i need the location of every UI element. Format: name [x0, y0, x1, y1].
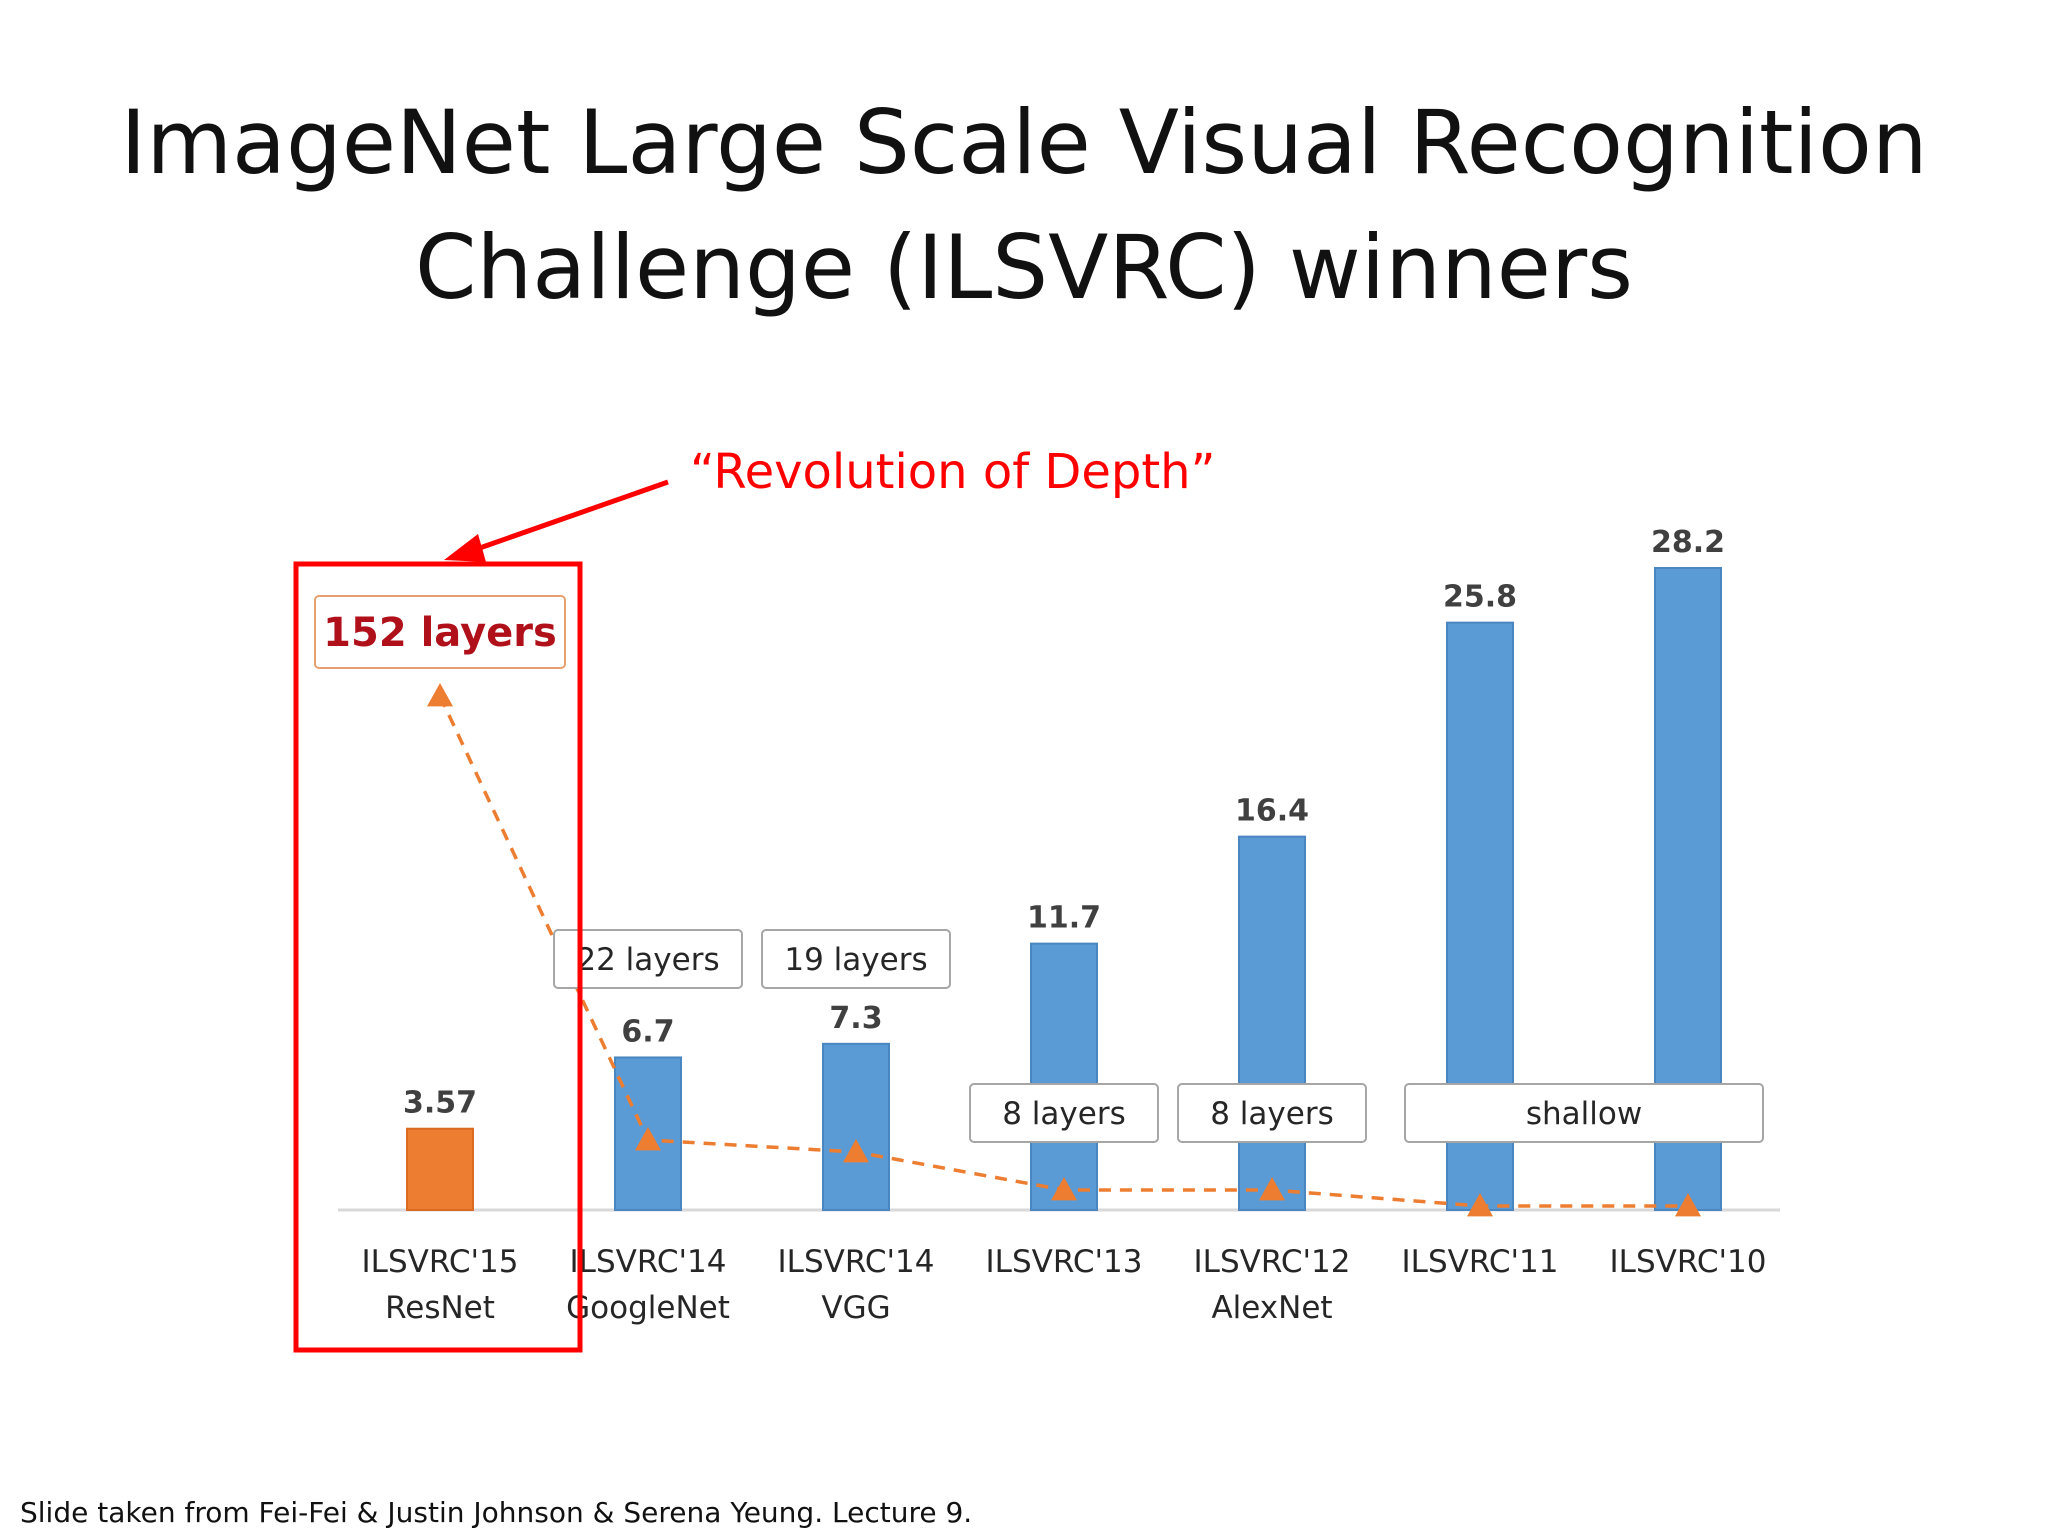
depth-marker	[843, 1139, 869, 1163]
annotation-arrowhead	[444, 534, 486, 562]
bar-value-label: 7.3	[829, 1001, 882, 1036]
layer-label: 152 layers	[323, 610, 557, 656]
annotation-arrow-line	[473, 479, 669, 553]
category-label: ILSVRC'14	[778, 1244, 935, 1280]
category-label: ILSVRC'10	[1610, 1244, 1767, 1280]
layer-label-box	[1404, 1083, 1764, 1143]
depth-marker	[635, 1127, 661, 1151]
annotation-label: “Revolution of Depth”	[690, 444, 1215, 500]
depth-marker	[1259, 1177, 1285, 1201]
bar-value-label: 28.2	[1651, 525, 1725, 560]
category-sublabel: ResNet	[385, 1290, 495, 1326]
bar-value-label: 6.7	[621, 1014, 674, 1049]
layer-label-box	[1177, 1083, 1367, 1143]
slide-title: ImageNet Large Scale Visual Recognition …	[0, 80, 2048, 330]
layer-label-box	[969, 1083, 1159, 1143]
bar	[822, 1042, 890, 1211]
layer-label: 8 layers	[1002, 1096, 1126, 1132]
category-label: ILSVRC'15	[362, 1244, 519, 1280]
category-label: ILSVRC'14	[570, 1244, 727, 1280]
layer-label: shallow	[1526, 1096, 1642, 1132]
category-label: ILSVRC'13	[986, 1244, 1143, 1280]
title-line-2: Challenge (ILSVRC) winners	[415, 216, 1633, 319]
category-sublabel: GoogleNet	[566, 1290, 730, 1326]
layer-label-box	[314, 595, 566, 669]
bar	[1030, 942, 1098, 1211]
title-line-1: ImageNet Large Scale Visual Recognition	[120, 91, 1928, 194]
depth-marker	[427, 683, 453, 707]
category-sublabel: VGG	[821, 1290, 890, 1326]
bar-value-label: 25.8	[1443, 580, 1517, 615]
category-sublabel: AlexNet	[1211, 1290, 1332, 1326]
highlight-box	[293, 561, 583, 1353]
layer-label: 22 layers	[576, 942, 719, 978]
bar-value-label: 3.57	[403, 1086, 477, 1121]
slide-footer: Slide taken from Fei-Fei & Justin Johnso…	[20, 1496, 973, 1529]
depth-marker	[1051, 1177, 1077, 1201]
layer-label: 19 layers	[784, 942, 927, 978]
layer-label-box	[553, 929, 743, 989]
bar	[1238, 835, 1306, 1211]
layer-label: 8 layers	[1210, 1096, 1334, 1132]
bar	[406, 1127, 474, 1212]
category-label: ILSVRC'12	[1194, 1244, 1351, 1280]
bar-value-label: 11.7	[1027, 901, 1101, 936]
depth-marker	[1467, 1193, 1493, 1217]
depth-marker	[1675, 1193, 1701, 1217]
category-label: ILSVRC'11	[1402, 1244, 1559, 1280]
bar-value-label: 16.4	[1235, 794, 1309, 829]
layer-label-box	[761, 929, 951, 989]
